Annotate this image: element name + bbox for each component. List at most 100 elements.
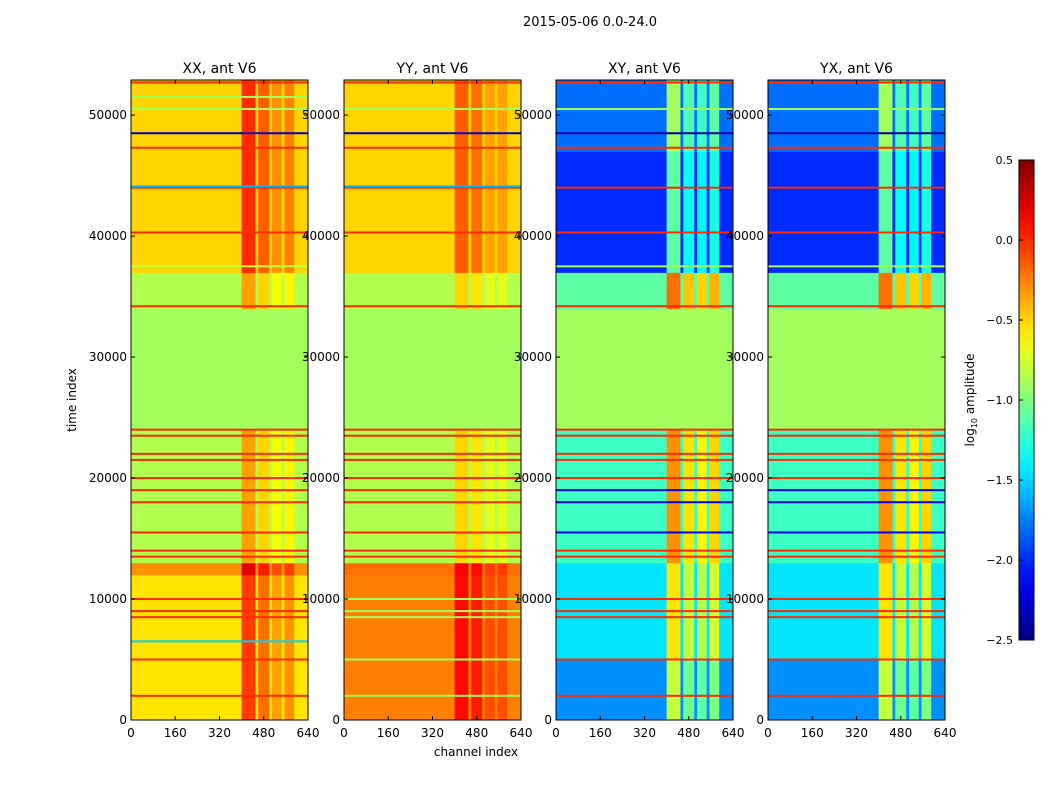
flag-line xyxy=(556,231,733,234)
heatmap-cell xyxy=(344,562,456,576)
heatmap-cell xyxy=(931,80,946,152)
flag-line xyxy=(768,265,945,268)
heatmap-cell xyxy=(272,574,283,721)
flag-line xyxy=(556,452,733,455)
flag-line xyxy=(131,428,308,431)
heatmap-cell xyxy=(281,308,285,431)
flag-line xyxy=(344,185,521,188)
heatmap-cell xyxy=(281,80,285,273)
heatmap-cell xyxy=(921,659,932,721)
flag-line xyxy=(131,265,308,268)
heatmap-cell xyxy=(255,80,259,273)
heatmap-cell xyxy=(284,80,295,273)
heatmap-panel-4: YX, ant V6 0 160 320 480 640 0 10000 20000 30000 4… xyxy=(726,61,957,740)
flag-line xyxy=(131,489,308,492)
flag-line xyxy=(344,231,521,234)
flag-line xyxy=(344,452,521,455)
heatmap-cell xyxy=(269,562,273,576)
flag-line xyxy=(768,555,945,558)
heatmap-cell xyxy=(892,80,896,152)
heatmap-cell xyxy=(694,272,698,310)
heatmap-cell xyxy=(909,659,920,721)
heatmap-cell xyxy=(482,272,486,310)
heatmap-cell xyxy=(344,272,456,310)
heatmap-cell xyxy=(921,151,932,273)
heatmap-cell xyxy=(683,80,695,152)
heatmap-cell xyxy=(454,80,469,273)
heatmap-cell xyxy=(556,272,668,310)
heatmap-cell xyxy=(241,308,256,431)
flag-line xyxy=(344,658,521,661)
heatmap-cell xyxy=(719,659,734,721)
flag-line xyxy=(131,434,308,437)
heatmap-cell xyxy=(556,308,668,431)
heatmap-cell xyxy=(666,151,681,273)
heatmap-cell xyxy=(468,429,472,564)
heatmap-cell xyxy=(921,308,932,431)
flag-line xyxy=(344,477,521,480)
heatmap-cell xyxy=(706,659,710,721)
y-tick-label: 20000 xyxy=(726,471,764,485)
heatmap-cell xyxy=(878,659,893,721)
heatmap-cell xyxy=(906,151,910,273)
heatmap-cell xyxy=(666,659,681,721)
flag-line xyxy=(556,501,733,504)
heatmap-cell xyxy=(482,80,486,273)
heatmap-cell xyxy=(131,429,243,564)
x-tick-label: 640 xyxy=(722,726,745,740)
flag-line xyxy=(768,186,945,189)
heatmap-cell xyxy=(258,574,270,721)
heatmap-cell xyxy=(344,574,456,721)
heatmap-cell xyxy=(895,80,907,152)
heatmap-cell xyxy=(255,574,259,721)
heatmap-cell xyxy=(666,429,681,564)
heatmap-cell xyxy=(294,80,309,273)
heatmap-cell xyxy=(878,308,893,431)
heatmap-cell xyxy=(272,80,283,273)
heatmap-cell xyxy=(706,308,710,431)
heatmap-cell xyxy=(485,562,496,576)
heatmap-cell xyxy=(892,272,896,310)
y-tick-label: 50000 xyxy=(89,108,127,122)
x-tick-label: 160 xyxy=(377,726,400,740)
flag-line xyxy=(556,555,733,558)
heatmap-cell xyxy=(485,574,496,721)
x-tick-label: 160 xyxy=(801,726,824,740)
heatmap-cell xyxy=(931,659,946,721)
x-tick-label: 480 xyxy=(889,726,912,740)
heatmap-cell xyxy=(494,429,498,564)
heatmap-cell xyxy=(683,151,695,273)
heatmap-cell xyxy=(272,562,283,576)
heatmap-cell xyxy=(680,151,684,273)
heatmap-cell xyxy=(918,308,922,431)
colorbar-tick-label: −2.5 xyxy=(986,634,1013,647)
flag-line xyxy=(131,640,308,643)
heatmap-cell xyxy=(680,272,684,310)
y-axis-label: time index xyxy=(65,368,79,432)
heatmap-cell xyxy=(281,574,285,721)
heatmap-cell xyxy=(694,308,698,431)
heatmap-cell xyxy=(768,272,880,310)
heatmap-cell xyxy=(507,308,522,431)
heatmap-cell xyxy=(680,308,684,431)
heatmap-cell xyxy=(719,308,734,431)
flag-line xyxy=(556,132,733,135)
heatmap-cell xyxy=(918,429,922,564)
flag-line xyxy=(131,658,308,661)
colorbar: 0.5 0.0 −0.5 −1.0 −1.5 −2.0 −2.5 xyxy=(986,154,1035,647)
flag-line xyxy=(768,501,945,504)
heatmap-cell xyxy=(471,272,483,310)
flag-line xyxy=(556,477,733,480)
flag-line xyxy=(768,231,945,234)
flag-line xyxy=(344,598,521,601)
heatmap-cell xyxy=(895,429,907,564)
heatmap-cell xyxy=(706,272,710,310)
heatmap-cell xyxy=(241,80,256,273)
flag-line xyxy=(344,531,521,534)
heatmap-cell xyxy=(294,429,309,564)
x-tick-label: 480 xyxy=(465,726,488,740)
flag-line xyxy=(131,108,308,111)
heatmap-cell xyxy=(895,659,907,721)
heatmap-cell xyxy=(482,574,486,721)
